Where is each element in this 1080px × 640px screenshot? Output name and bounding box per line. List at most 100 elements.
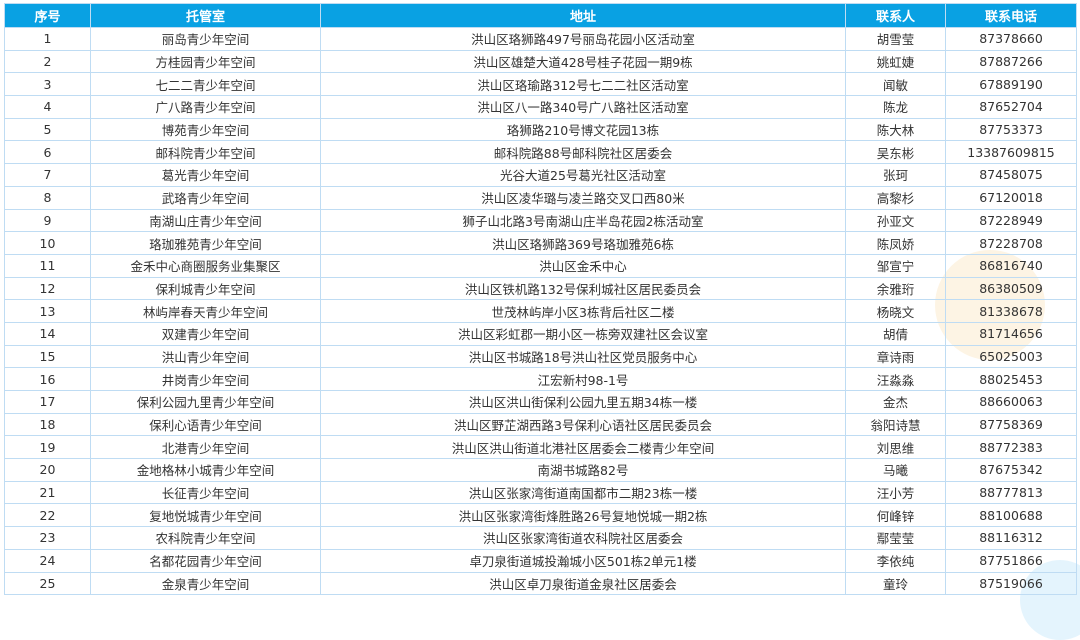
cell-room: 保利城青少年空间	[90, 276, 321, 301]
cell-phone: 87887266	[945, 49, 1077, 74]
table-row: 4 广八路青少年空间 洪山区八一路340号广八路社区活动室 陈龙 87652704	[4, 95, 1077, 119]
cell-index: 7	[4, 163, 91, 187]
cell-room: 长征青少年空间	[90, 480, 321, 505]
table-row: 7 葛光青少年空间 光谷大道25号葛光社区活动室 张珂 87458075	[4, 163, 1077, 187]
cell-room: 丽岛青少年空间	[90, 27, 321, 51]
cell-address: 洪山区书城路18号洪山社区党员服务中心	[320, 344, 846, 369]
header-address: 地址	[320, 3, 846, 28]
cell-contact: 邹宣宁	[845, 253, 946, 278]
cell-contact: 章诗雨	[845, 344, 946, 369]
cell-address: 邮科院路88号邮科院社区居委会	[320, 140, 846, 165]
cell-index: 14	[4, 321, 91, 346]
cell-address: 洪山区野芷湖西路3号保利心语社区居民委员会	[320, 412, 846, 437]
cell-room: 珞珈雅苑青少年空间	[90, 231, 321, 255]
cell-address: 洪山区彩虹郡一期小区一栋旁双建社区会议室	[320, 321, 846, 346]
cell-contact: 童玲	[845, 571, 946, 596]
table-row: 14 双建青少年空间 洪山区彩虹郡一期小区一栋旁双建社区会议室 胡倩 81714656	[4, 321, 1077, 346]
cell-index: 21	[4, 480, 91, 505]
cell-index: 9	[4, 208, 91, 233]
cell-phone: 81338678	[945, 299, 1077, 323]
cell-address: 洪山区洪山街保利公园九里五期34栋一楼	[320, 390, 846, 414]
cell-index: 8	[4, 185, 91, 210]
cell-contact: 金杰	[845, 390, 946, 414]
cell-phone: 87519066	[945, 571, 1077, 596]
cell-room: 保利公园九里青少年空间	[90, 390, 321, 414]
table-row: 23 农科院青少年空间 洪山区张家湾街道农科院社区居委会 鄢莹莹 88116312	[4, 526, 1077, 550]
table-row: 17 保利公园九里青少年空间 洪山区洪山街保利公园九里五期34栋一楼 金杰 886600…	[4, 390, 1077, 414]
cell-contact: 胡雪莹	[845, 27, 946, 51]
cell-contact: 吴东彬	[845, 140, 946, 165]
cell-index: 22	[4, 503, 91, 528]
cell-room: 复地悦城青少年空间	[90, 503, 321, 528]
cell-address: 洪山区凌华璐与凌兰路交叉口西80米	[320, 185, 846, 210]
table-row: 9 南湖山庄青少年空间 狮子山北路3号南湖山庄半岛花园2栋活动室 孙亚文 8722894…	[4, 208, 1077, 233]
cell-address: 洪山区雄楚大道428号桂子花园一期9栋	[320, 49, 846, 74]
table-row: 21 长征青少年空间 洪山区张家湾街道南国都市二期23栋一楼 汪小芳 88777813	[4, 480, 1077, 505]
table-row: 19 北港青少年空间 洪山区洪山街道北港社区居委会二楼青少年空间 刘思维 8877238…	[4, 435, 1077, 460]
cell-phone: 67120018	[945, 185, 1077, 210]
cell-index: 3	[4, 72, 91, 97]
cell-contact: 刘思维	[845, 435, 946, 460]
cell-index: 11	[4, 253, 91, 278]
table-row: 25 金泉青少年空间 洪山区卓刀泉街道金泉社区居委会 童玲 87519066	[4, 571, 1077, 596]
cell-address: 洪山区珞狮路497号丽岛花园小区活动室	[320, 27, 846, 51]
childcare-table: 序号 托管室 地址 联系人 联系电话 1 丽岛青少年空间 洪山区珞狮路497号丽岛花…	[4, 3, 1077, 596]
cell-room: 井岗青少年空间	[90, 367, 321, 391]
cell-room: 广八路青少年空间	[90, 95, 321, 119]
cell-room: 葛光青少年空间	[90, 163, 321, 187]
table-row: 5 博苑青少年空间 珞狮路210号博文花园13栋 陈大林 87753373	[4, 117, 1077, 142]
cell-phone: 88772383	[945, 435, 1077, 460]
cell-address: 洪山区卓刀泉街道金泉社区居委会	[320, 571, 846, 596]
table-row: 18 保利心语青少年空间 洪山区野芷湖西路3号保利心语社区居民委员会 翁阳诗慧 8775…	[4, 412, 1077, 437]
cell-contact: 马曦	[845, 458, 946, 482]
table-row: 1 丽岛青少年空间 洪山区珞狮路497号丽岛花园小区活动室 胡雪莹 87378660	[4, 27, 1077, 51]
cell-address: 洪山区张家湾街道南国都市二期23栋一楼	[320, 480, 846, 505]
header-phone: 联系电话	[945, 3, 1077, 28]
cell-index: 6	[4, 140, 91, 165]
cell-phone: 87758369	[945, 412, 1077, 437]
cell-contact: 陈龙	[845, 95, 946, 119]
cell-phone: 88025453	[945, 367, 1077, 391]
cell-room: 博苑青少年空间	[90, 117, 321, 142]
header-room: 托管室	[90, 3, 321, 28]
cell-phone: 88660063	[945, 390, 1077, 414]
cell-index: 4	[4, 95, 91, 119]
cell-address: 珞狮路210号博文花园13栋	[320, 117, 846, 142]
cell-room: 名都花园青少年空间	[90, 548, 321, 573]
cell-contact: 孙亚文	[845, 208, 946, 233]
cell-address: 南湖书城路82号	[320, 458, 846, 482]
cell-room: 武珞青少年空间	[90, 185, 321, 210]
cell-index: 13	[4, 299, 91, 323]
cell-contact: 陈凤娇	[845, 231, 946, 255]
cell-contact: 姚虹婕	[845, 49, 946, 74]
cell-phone: 65025003	[945, 344, 1077, 369]
cell-contact: 高黎杉	[845, 185, 946, 210]
table-row: 3 七二二青少年空间 洪山区珞瑜路312号七二二社区活动室 闻敏 67889190	[4, 72, 1077, 97]
cell-phone: 87228949	[945, 208, 1077, 233]
cell-index: 2	[4, 49, 91, 74]
table-row: 16 井岗青少年空间 江宏新村98-1号 汪淼淼 88025453	[4, 367, 1077, 391]
cell-address: 光谷大道25号葛光社区活动室	[320, 163, 846, 187]
cell-phone: 87753373	[945, 117, 1077, 142]
cell-phone: 88116312	[945, 526, 1077, 550]
table-row: 20 金地格林小城青少年空间 南湖书城路82号 马曦 87675342	[4, 458, 1077, 482]
cell-room: 金泉青少年空间	[90, 571, 321, 596]
cell-room: 金禾中心商圈服务业集聚区	[90, 253, 321, 278]
table-row: 13 林屿岸春天青少年空间 世茂林屿岸小区3栋背后社区二楼 杨晓文 81338678	[4, 299, 1077, 323]
cell-index: 16	[4, 367, 91, 391]
header-index: 序号	[4, 3, 91, 28]
cell-address: 洪山区珞瑜路312号七二二社区活动室	[320, 72, 846, 97]
cell-room: 农科院青少年空间	[90, 526, 321, 550]
cell-contact: 汪淼淼	[845, 367, 946, 391]
cell-contact: 杨晓文	[845, 299, 946, 323]
cell-address: 洪山区金禾中心	[320, 253, 846, 278]
cell-contact: 翁阳诗慧	[845, 412, 946, 437]
cell-room: 保利心语青少年空间	[90, 412, 321, 437]
cell-phone: 67889190	[945, 72, 1077, 97]
cell-contact: 陈大林	[845, 117, 946, 142]
cell-address: 洪山区洪山街道北港社区居委会二楼青少年空间	[320, 435, 846, 460]
table-header: 序号 托管室 地址 联系人 联系电话	[4, 3, 1077, 28]
cell-room: 南湖山庄青少年空间	[90, 208, 321, 233]
table-row: 15 洪山青少年空间 洪山区书城路18号洪山社区党员服务中心 章诗雨 65025003	[4, 344, 1077, 369]
cell-phone: 87378660	[945, 27, 1077, 51]
